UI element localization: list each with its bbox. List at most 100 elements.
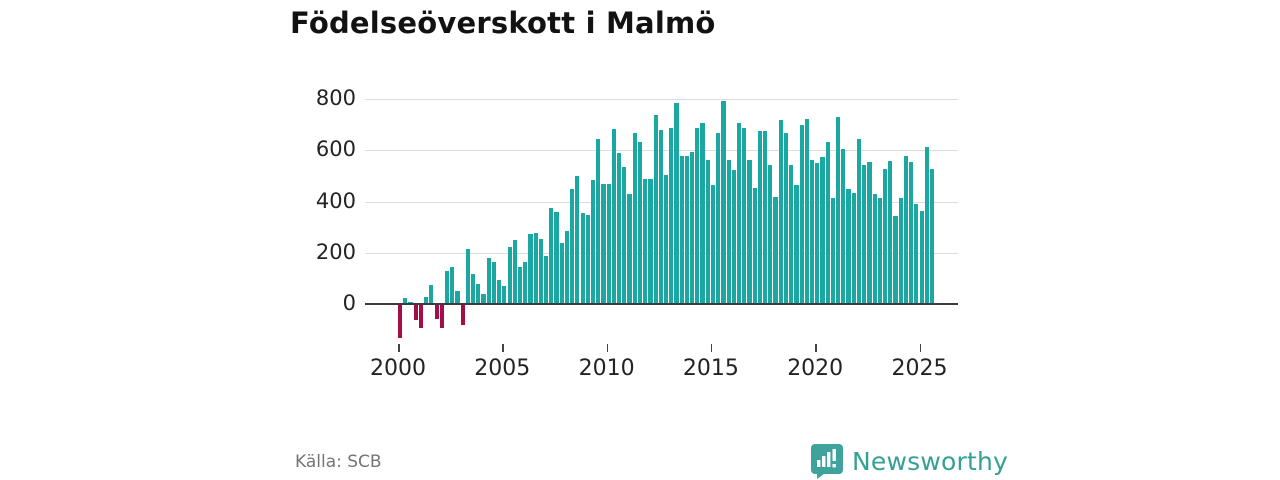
bar-2014-Q3 bbox=[700, 122, 705, 303]
bar-2020-Q4 bbox=[830, 198, 836, 303]
bar-2000-Q2 bbox=[403, 297, 408, 303]
x-axis-tick bbox=[606, 344, 609, 352]
bar-2007-Q2 bbox=[549, 208, 554, 303]
bar-2005-Q4 bbox=[517, 267, 523, 303]
bar-2004-Q2 bbox=[486, 258, 491, 303]
bar-2018-Q1 bbox=[773, 196, 778, 303]
bar-2018-Q2 bbox=[778, 119, 783, 303]
bar-2015-Q4 bbox=[726, 159, 731, 303]
x-axis-tick-label: 2025 bbox=[891, 356, 948, 381]
y-axis-tick-label: 600 bbox=[315, 137, 356, 162]
bar-2007-Q3 bbox=[554, 212, 559, 303]
bar-2017-Q1 bbox=[752, 187, 757, 303]
bar-2018-Q3 bbox=[783, 132, 789, 303]
x-axis-tick bbox=[919, 344, 921, 352]
bar-2015-Q2 bbox=[716, 132, 721, 303]
bar-2019-Q4 bbox=[809, 159, 815, 303]
bar-2013-Q4 bbox=[684, 155, 689, 303]
bar-2004-Q4 bbox=[497, 279, 502, 303]
bar-2012-Q4 bbox=[663, 175, 669, 303]
bar-2012-Q3 bbox=[658, 130, 663, 303]
bar-2002-Q1 bbox=[439, 305, 444, 329]
chart-title: Födelseöverskott i Malmö bbox=[290, 6, 716, 40]
bar-2010-Q3 bbox=[617, 153, 622, 303]
bar-2025-Q1 bbox=[919, 210, 924, 303]
bar-2006-Q4 bbox=[538, 239, 543, 303]
x-axis-tick-label: 2015 bbox=[682, 356, 739, 381]
y-axis-tick-label: 800 bbox=[315, 86, 356, 111]
bar-2002-Q4 bbox=[455, 291, 460, 303]
bar-2006-Q2 bbox=[528, 233, 533, 303]
bar-2017-Q2 bbox=[757, 131, 763, 303]
bar-2010-Q1 bbox=[606, 183, 611, 303]
bar-2020-Q1 bbox=[815, 163, 820, 303]
x-axis-tick bbox=[502, 344, 504, 352]
bar-2009-Q1 bbox=[585, 214, 590, 303]
bar-2014-Q1 bbox=[690, 151, 695, 303]
bar-2022-Q4 bbox=[872, 194, 877, 303]
bar-2011-Q4 bbox=[643, 178, 648, 303]
bar-2003-Q1 bbox=[460, 305, 465, 326]
x-axis-tick bbox=[398, 344, 400, 352]
bar-2016-Q3 bbox=[742, 127, 747, 303]
bar-2021-Q4 bbox=[851, 192, 856, 303]
bar-2019-Q1 bbox=[794, 185, 799, 303]
bar-2004-Q3 bbox=[491, 262, 497, 303]
bar-2009-Q4 bbox=[601, 183, 606, 303]
bar-2018-Q4 bbox=[789, 164, 794, 303]
bar-2003-Q4 bbox=[476, 283, 481, 303]
bar-2002-Q3 bbox=[450, 267, 455, 303]
bar-2001-Q3 bbox=[429, 285, 434, 303]
bar-2009-Q3 bbox=[596, 139, 601, 303]
bar-2005-Q2 bbox=[507, 246, 512, 303]
bar-2003-Q2 bbox=[465, 249, 470, 303]
bar-2007-Q4 bbox=[559, 242, 564, 303]
x-axis-tick-label: 2000 bbox=[370, 356, 426, 381]
bar-2021-Q2 bbox=[841, 149, 846, 303]
bar-2024-Q3 bbox=[909, 162, 914, 303]
bar-2006-Q3 bbox=[533, 232, 538, 303]
x-axis-tick bbox=[710, 344, 713, 352]
source-label: Källa: SCB bbox=[295, 452, 382, 472]
bar-2022-Q1 bbox=[856, 139, 862, 303]
bar-2005-Q1 bbox=[502, 286, 507, 303]
bar-2005-Q3 bbox=[512, 240, 517, 303]
y-axis-tick-label: 200 bbox=[315, 239, 356, 264]
bar-2023-Q3 bbox=[888, 160, 893, 303]
x-axis-tick-label: 2005 bbox=[474, 356, 531, 381]
x-axis-zero-line bbox=[365, 303, 958, 305]
x-axis-tick-label: 2020 bbox=[787, 356, 844, 381]
bar-2023-Q4 bbox=[893, 215, 898, 303]
bar-2000-Q1 bbox=[398, 305, 403, 339]
bar-2020-Q3 bbox=[825, 141, 830, 303]
y-axis-tick-label: 0 bbox=[342, 291, 356, 315]
bar-2024-Q4 bbox=[914, 204, 919, 303]
bar-2011-Q3 bbox=[637, 141, 643, 303]
bar-2024-Q1 bbox=[898, 198, 903, 303]
x-axis-tick bbox=[815, 344, 817, 352]
bar-2025-Q3 bbox=[929, 168, 935, 303]
bar-2025-Q2 bbox=[924, 146, 929, 303]
bar-2022-Q2 bbox=[862, 164, 867, 303]
bar-2004-Q1 bbox=[481, 294, 486, 303]
bar-2001-Q2 bbox=[424, 296, 429, 303]
bar-2023-Q1 bbox=[877, 198, 882, 303]
gridline-800 bbox=[365, 99, 958, 101]
brand-name: Newsworthy bbox=[852, 446, 1009, 476]
bar-2012-Q1 bbox=[648, 178, 653, 303]
bar-2013-Q2 bbox=[674, 103, 679, 303]
bar-2007-Q1 bbox=[544, 255, 549, 303]
bar-2001-Q1 bbox=[418, 305, 424, 329]
bar-2008-Q4 bbox=[580, 213, 585, 303]
bar-2008-Q1 bbox=[564, 231, 570, 303]
bar-2021-Q3 bbox=[846, 189, 851, 303]
bar-2009-Q2 bbox=[590, 180, 596, 303]
bar-2014-Q2 bbox=[695, 127, 700, 303]
bar-2015-Q1 bbox=[710, 185, 716, 303]
bar-2022-Q3 bbox=[867, 162, 872, 303]
bar-2015-Q3 bbox=[721, 100, 726, 303]
bar-2016-Q1 bbox=[731, 169, 736, 303]
bar-2011-Q1 bbox=[627, 194, 632, 303]
bar-2013-Q3 bbox=[679, 155, 684, 303]
